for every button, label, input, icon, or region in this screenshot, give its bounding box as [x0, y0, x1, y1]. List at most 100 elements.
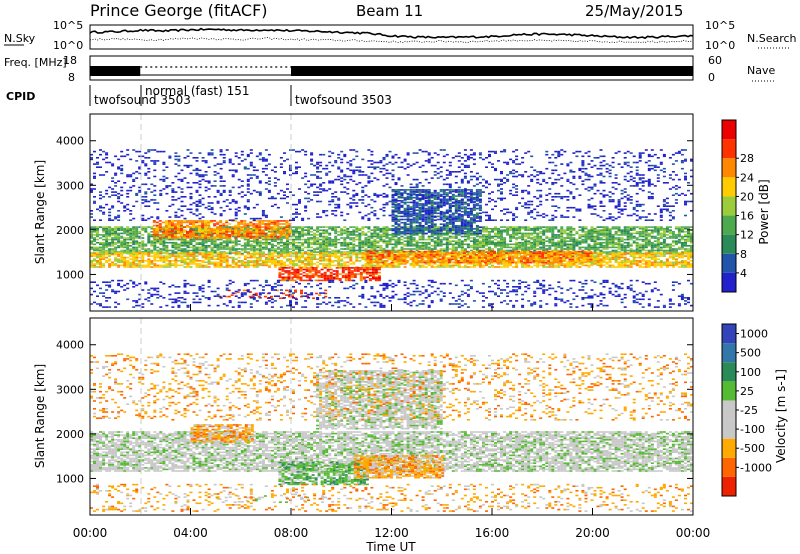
power-cell: [222, 234, 226, 236]
power-cell: [228, 235, 232, 238]
power-cell: [406, 243, 410, 246]
power-cell: [371, 273, 375, 275]
power-cell: [374, 271, 378, 274]
power-cell: [227, 295, 231, 298]
power-cell: [334, 264, 338, 267]
power-cell: [283, 263, 286, 265]
power-cell: [629, 237, 633, 239]
power-cell: [421, 266, 425, 268]
power-cell: [164, 223, 168, 225]
power-cell: [472, 246, 476, 249]
power-cell: [632, 258, 636, 260]
power-cell: [524, 241, 528, 244]
power-cell: [285, 223, 289, 225]
power-cell: [264, 248, 268, 250]
power-cell: [264, 256, 268, 259]
power-cell: [255, 243, 259, 246]
power-cell: [653, 261, 657, 264]
power-cell: [497, 232, 500, 235]
power-cell: [668, 226, 672, 228]
power-cell: [335, 274, 339, 277]
power-cell: [270, 240, 274, 242]
power-cell: [536, 241, 540, 244]
power-cell: [409, 243, 413, 246]
power-cell: [198, 266, 202, 268]
power-cell: [382, 227, 386, 230]
power-cell: [478, 264, 482, 267]
power-cell: [674, 235, 678, 238]
power-cell: [313, 241, 317, 244]
power-cell: [635, 238, 639, 241]
power-cell: [359, 278, 363, 280]
power-cell: [387, 258, 391, 261]
power-cell: [105, 229, 109, 231]
power-cell: [337, 255, 341, 257]
power-cell: [219, 243, 223, 246]
power-cell: [668, 252, 672, 254]
power-cell: [530, 246, 534, 249]
power-cell: [165, 264, 169, 267]
power-cell: [644, 255, 648, 257]
power-cell: [551, 263, 555, 265]
power-cell: [518, 226, 522, 228]
power-cell: [255, 234, 259, 236]
power-cell: [584, 232, 588, 235]
power-cell: [368, 279, 372, 282]
power-cell: [680, 231, 684, 233]
power-cell: [298, 248, 301, 250]
power-cell: [677, 241, 681, 244]
power-cell: [396, 254, 400, 256]
power-cell: [365, 271, 369, 274]
power-cell: [530, 252, 534, 254]
power-cell: [249, 240, 253, 242]
power-cell: [246, 234, 250, 236]
power-cell: [536, 243, 540, 246]
power-cell: [283, 241, 286, 244]
power-cell: [602, 229, 606, 231]
power-cell: [337, 256, 341, 259]
power-cell: [340, 241, 344, 244]
power-cell: [144, 251, 148, 253]
power-cell: [376, 245, 380, 247]
power-cell: [494, 243, 497, 246]
power-cell: [222, 226, 226, 228]
power-cell: [626, 245, 630, 247]
power-cell: [650, 241, 654, 244]
power-cell: [521, 258, 525, 260]
power-cell: [304, 238, 308, 241]
power-cell: [326, 274, 330, 277]
power-cell: [653, 249, 657, 252]
power-cell: [114, 246, 118, 249]
power-cell: [635, 264, 639, 267]
power-cell: [593, 252, 597, 254]
power-cell: [359, 268, 363, 271]
power-cell: [554, 241, 558, 244]
power-cell: [368, 267, 372, 269]
power-cell: [638, 266, 642, 268]
power-cell: [557, 240, 561, 242]
power-cell: [353, 267, 357, 269]
power-cell: [536, 258, 540, 260]
power-cell: [373, 240, 377, 242]
power-cell: [279, 266, 283, 268]
power-cell: [373, 243, 377, 246]
power-cell: [273, 240, 277, 242]
power-cell: [252, 253, 256, 256]
power-cell: [304, 241, 308, 244]
power-cell: [304, 226, 308, 228]
power-cell: [158, 237, 162, 239]
power-cell: [123, 251, 127, 253]
power-cell: [234, 227, 238, 230]
power-cell: [165, 237, 169, 239]
power-cell: [620, 229, 624, 231]
power-cell: [674, 263, 678, 265]
power-cell: [264, 220, 268, 222]
power-cell: [255, 232, 259, 235]
power-cell: [225, 235, 229, 238]
power-cell: [349, 243, 353, 246]
power-cell: [207, 220, 211, 222]
power-cell: [270, 246, 274, 249]
power-cell: [533, 229, 537, 231]
power-cell: [285, 227, 289, 230]
power-cell: [152, 224, 156, 227]
